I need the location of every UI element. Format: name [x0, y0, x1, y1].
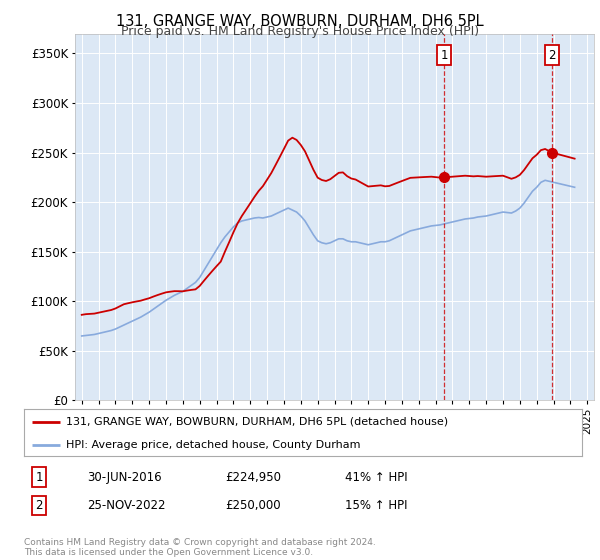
Text: Contains HM Land Registry data © Crown copyright and database right 2024.
This d: Contains HM Land Registry data © Crown c… [24, 538, 376, 557]
Text: 1: 1 [440, 49, 448, 62]
Text: 41% ↑ HPI: 41% ↑ HPI [345, 470, 407, 484]
Text: 2: 2 [35, 499, 43, 512]
Text: Price paid vs. HM Land Registry's House Price Index (HPI): Price paid vs. HM Land Registry's House … [121, 25, 479, 38]
Text: HPI: Average price, detached house, County Durham: HPI: Average price, detached house, Coun… [66, 440, 361, 450]
Text: £250,000: £250,000 [225, 499, 281, 512]
Text: 131, GRANGE WAY, BOWBURN, DURHAM, DH6 5PL: 131, GRANGE WAY, BOWBURN, DURHAM, DH6 5P… [116, 14, 484, 29]
Text: 30-JUN-2016: 30-JUN-2016 [87, 470, 161, 484]
Text: 15% ↑ HPI: 15% ↑ HPI [345, 499, 407, 512]
Text: 1: 1 [35, 470, 43, 484]
Text: 25-NOV-2022: 25-NOV-2022 [87, 499, 166, 512]
Text: 2: 2 [548, 49, 556, 62]
Text: 131, GRANGE WAY, BOWBURN, DURHAM, DH6 5PL (detached house): 131, GRANGE WAY, BOWBURN, DURHAM, DH6 5P… [66, 417, 448, 427]
Text: £224,950: £224,950 [225, 470, 281, 484]
